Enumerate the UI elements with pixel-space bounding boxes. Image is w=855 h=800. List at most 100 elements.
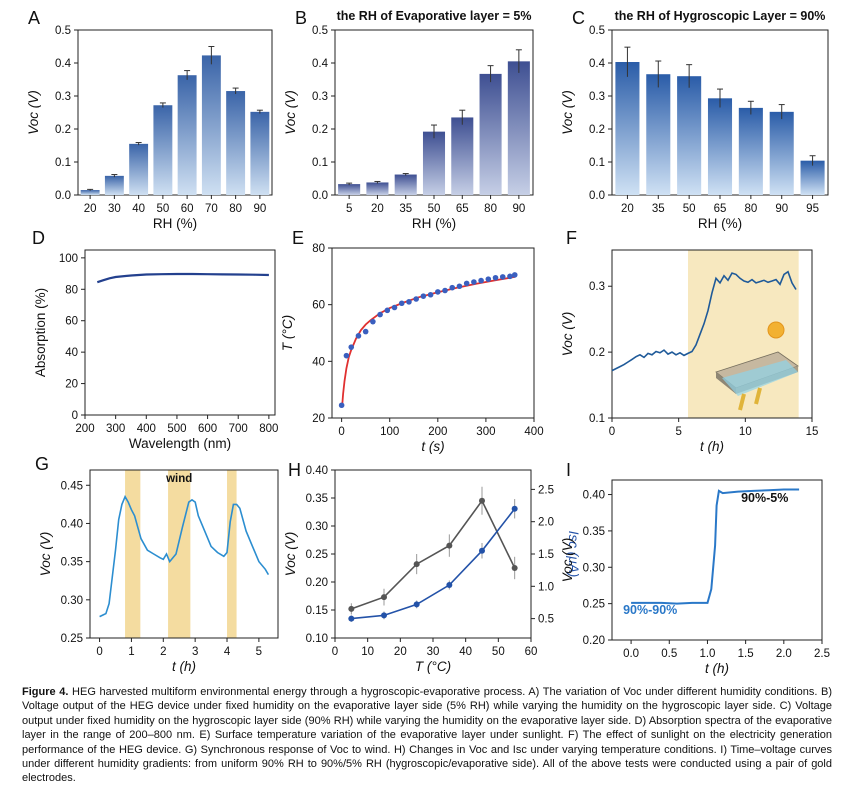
- x-axis-label: Wavelength (nm): [129, 436, 231, 451]
- y-axis-label: Voc (V): [560, 90, 575, 135]
- y-tick-label: 0.25: [61, 633, 83, 645]
- series-line: [99, 494, 270, 618]
- panel-title: the RH of Hygroscopic Layer = 90%: [615, 9, 826, 23]
- plot-frame: [77, 29, 273, 196]
- y-tick-label: 0.3: [55, 91, 71, 103]
- y-tick-label: 0.35: [306, 493, 328, 505]
- y-axis-label: Voc (V): [283, 90, 298, 135]
- y-tick-label: 0: [72, 410, 78, 422]
- y-tick-label: 0.5: [55, 25, 71, 37]
- y-tick-label: 0.30: [306, 521, 328, 533]
- x-tick-label: 90: [253, 203, 266, 215]
- x-tick-label: 400: [524, 426, 543, 438]
- data-point: [427, 291, 434, 298]
- y-tick-label: 0.5: [589, 25, 605, 37]
- panel-g: G 0.25 0.30 0.35 0.40 0.45 0 1 2 3 4 5 wind Voc (V) t …: [35, 454, 279, 674]
- series-line: [611, 270, 797, 372]
- y-tick-label: 0.40: [583, 490, 605, 502]
- caption-label: Figure 4.: [22, 686, 69, 698]
- bar: [615, 62, 640, 196]
- bar: [769, 111, 794, 195]
- series-line: [631, 488, 800, 605]
- x-tick-label: 0: [609, 426, 615, 438]
- panel-letter: G: [35, 454, 49, 474]
- y-tick-label: 60: [312, 300, 325, 312]
- x-tick-label: 5: [675, 426, 681, 438]
- data-point: [343, 352, 350, 359]
- plot-frame: [89, 469, 279, 639]
- data-point: [507, 273, 513, 280]
- bar: [226, 91, 246, 195]
- data-point: [446, 582, 453, 589]
- x-tick-label: 2.5: [814, 648, 830, 660]
- data-point: [362, 328, 369, 335]
- x-tick-label: 15: [806, 426, 819, 438]
- x-tick-label: 2.0: [776, 648, 792, 660]
- plot-frame: [611, 249, 813, 419]
- data-point: [446, 542, 453, 549]
- y2-tick-label: 0.5: [538, 614, 554, 626]
- bar: [646, 74, 671, 195]
- data-point: [413, 296, 419, 302]
- bar: [338, 184, 361, 195]
- x-tick-label: 30: [108, 203, 121, 215]
- uniform-annotation: 90%-90%: [623, 603, 677, 617]
- data-point: [478, 277, 484, 284]
- x-tick-label: 35: [652, 203, 665, 215]
- y-tick-label: 60: [65, 316, 78, 328]
- data-point: [449, 284, 456, 291]
- x-tick-label: 0.0: [623, 648, 639, 660]
- x-tick-label: 20: [84, 203, 97, 215]
- y-axis-label: Voc (V): [560, 538, 575, 583]
- series-line-voc: [351, 499, 516, 610]
- data-point: [406, 299, 412, 305]
- y-tick-label: 0.4: [589, 58, 606, 70]
- x-tick-label: 10: [739, 426, 752, 438]
- bar: [366, 182, 389, 195]
- bar: [479, 73, 502, 195]
- y-tick-label: 0.3: [589, 281, 605, 293]
- y-tick-label: 0.0: [589, 190, 605, 202]
- x-tick-label: 60: [181, 203, 194, 215]
- x-axis-label: t (h): [705, 661, 729, 676]
- y2-tick-label: 2.5: [538, 484, 554, 496]
- x-tick-label: 0: [332, 646, 338, 658]
- data-point: [479, 497, 485, 504]
- x-tick-label: 20: [371, 203, 384, 215]
- bar: [677, 76, 702, 195]
- y-tick-label: 0.45: [61, 480, 83, 492]
- sun-icon: [767, 321, 785, 339]
- y-axis-label: Absorption (%): [33, 288, 48, 377]
- x-axis-label: t (h): [700, 439, 724, 454]
- x-tick-label: 4: [224, 646, 231, 658]
- y-tick-label: 40: [65, 347, 78, 359]
- data-point: [381, 594, 387, 601]
- x-tick-label: 20: [621, 203, 634, 215]
- y2-tick-label: 1.5: [538, 549, 554, 561]
- figure-caption: Figure 4. HEG harvested multiform enviro…: [22, 685, 832, 786]
- y-tick-label: 0.3: [589, 91, 605, 103]
- x-tick-label: 10: [361, 646, 374, 658]
- x-tick-label: 30: [427, 646, 440, 658]
- y-tick-label: 0.2: [55, 124, 71, 136]
- bar: [451, 117, 474, 195]
- x-tick-label: 2: [160, 646, 166, 658]
- x-axis-label: RH (%): [698, 216, 742, 231]
- x-tick-label: 20: [394, 646, 407, 658]
- data-point: [413, 601, 420, 608]
- x-axis-label: t (s): [421, 439, 444, 454]
- y-tick-label: 0.2: [312, 124, 328, 136]
- y-axis-label: Voc (V): [560, 312, 575, 357]
- x-axis-label: t (h): [172, 659, 196, 674]
- y-tick-label: 0.40: [306, 465, 328, 477]
- x-axis-label: RH (%): [412, 216, 456, 231]
- x-tick-label: 50: [428, 203, 441, 215]
- bar: [129, 143, 149, 195]
- y2-axis-label: Isc (μA): [566, 531, 581, 577]
- y-tick-label: 0.20: [306, 577, 328, 589]
- x-tick-label: 35: [399, 203, 412, 215]
- y-tick-label: 0.10: [306, 633, 328, 645]
- x-tick-label: 3: [192, 646, 198, 658]
